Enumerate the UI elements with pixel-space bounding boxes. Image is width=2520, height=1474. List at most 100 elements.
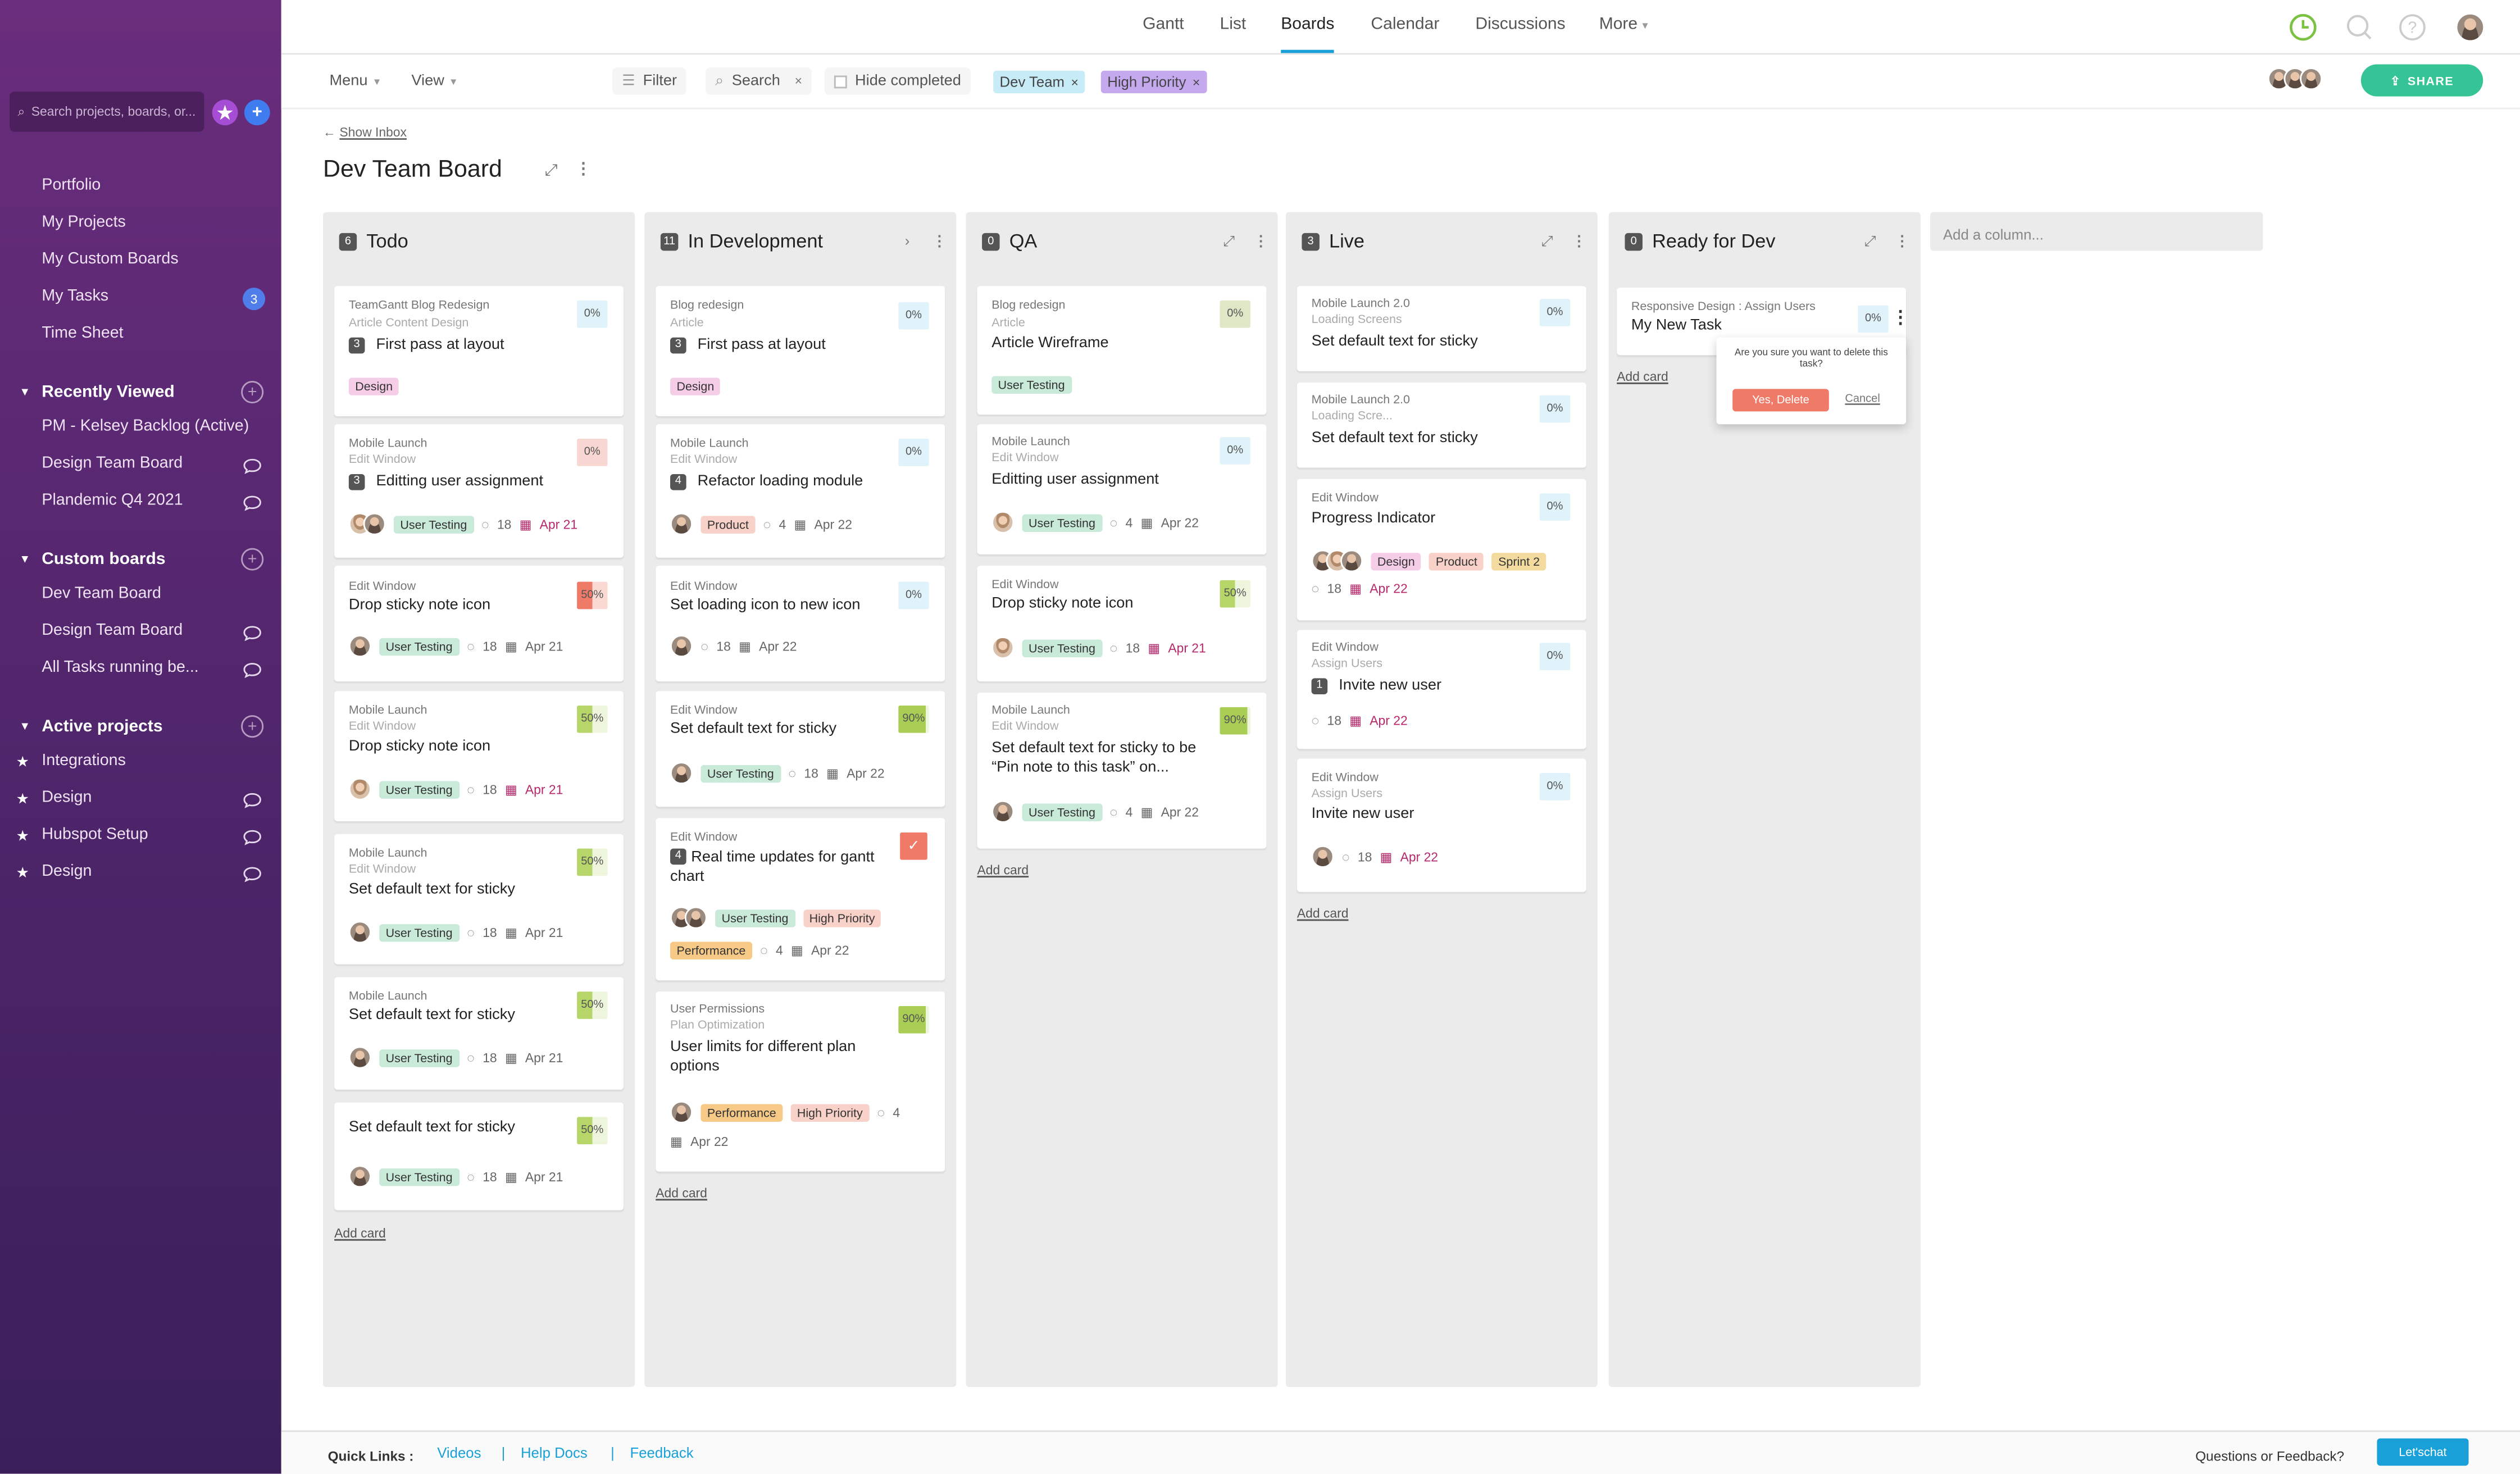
hide-completed-checkbox[interactable]: Hide completed [824,67,971,95]
add-card-button[interactable]: Add card [1297,906,1349,921]
clock-icon[interactable] [2289,13,2317,42]
sidebar-search-input[interactable]: ⌕ Search projects, boards, or... [10,92,204,132]
footer-link-feedback[interactable]: Feedback [630,1445,694,1461]
task-card[interactable]: Set default text for sticky 50% User Tes… [334,1102,624,1211]
add-new-button[interactable]: + [244,99,270,126]
add-project-button[interactable]: + [241,715,264,738]
shared-users-avatars[interactable] [2267,67,2323,90]
filter-chip-dev-team[interactable]: Dev Team × [993,70,1085,93]
star-icon[interactable]: ★ [16,790,29,807]
sidebar-item-project[interactable]: Design [42,789,92,807]
chat-bubble-icon[interactable] [243,495,262,511]
more-options-icon[interactable]: ⋮ [575,161,592,179]
task-card[interactable]: Mobile Launch 2.0 Loading Screens Set de… [1297,286,1586,371]
chevron-right-icon[interactable]: › [904,233,910,249]
footer-link-help-docs[interactable]: Help Docs [520,1445,588,1461]
add-card-button[interactable]: Add card [656,1186,707,1201]
more-options-icon[interactable]: ⋮ [1572,233,1586,249]
task-card[interactable]: Edit Window Progress Indicator 0% Design… [1297,479,1586,621]
task-card[interactable]: Edit Window Assign Users Invite new user… [1297,758,1586,892]
tab-more[interactable]: More ▾ [1599,15,1648,34]
sidebar-item-my-custom-boards[interactable]: My Custom Boards [42,251,179,269]
more-options-icon[interactable]: ⋮ [1895,233,1909,249]
sidebar-item-project[interactable]: Hubspot Setup [42,826,148,844]
more-options-icon[interactable]: ⋮ [932,233,947,249]
search-field[interactable]: ⌕ Search × [705,67,812,95]
add-card-button[interactable]: Add card [334,1226,386,1241]
tab-calendar[interactable]: Calendar [1371,14,1440,34]
sidebar-item-project[interactable]: Design [42,863,92,881]
task-card[interactable]: Mobile Launch 2.0 Loading Scre... Set de… [1297,382,1586,468]
more-options-icon[interactable]: ⋮ [1253,233,1268,249]
card-more-options-icon[interactable]: ⋮ [1891,308,1909,328]
tab-discussions[interactable]: Discussions [1475,14,1566,34]
chat-bubble-icon[interactable] [243,662,262,679]
chat-bubble-icon[interactable] [243,625,262,642]
task-card[interactable]: Responsive Design : Assign Users My New … [1617,288,1909,356]
remove-chip-icon[interactable]: × [1192,75,1200,89]
chat-bubble-icon[interactable] [243,866,262,882]
menu-dropdown[interactable]: Menu ▾ [330,72,380,90]
sidebar-item-recent[interactable]: Plandemic Q4 2021 [42,492,183,509]
task-card[interactable]: Blog redesign Article 3 First pass at lay… [656,286,945,416]
add-card-button[interactable]: Add card [1617,370,1668,384]
task-card[interactable]: Edit Window Drop sticky note icon 50% Us… [977,566,1267,682]
sidebar-item-recent[interactable]: PM - Kelsey Backlog (Active) [42,417,249,436]
task-card[interactable]: Edit Window Set loading icon to new icon… [656,566,945,682]
help-icon[interactable]: ? [2398,13,2427,42]
completed-checkbox[interactable]: ✓ [900,832,927,860]
task-card[interactable]: Mobile Launch Edit Window 4 Refactor load… [656,424,945,558]
section-recently-viewed[interactable]: ▼ Recently Viewed [19,383,174,402]
footer-link-videos[interactable]: Videos [437,1445,481,1461]
remove-chip-icon[interactable]: × [1071,75,1079,89]
task-card[interactable]: User Permissions Plan Optimization User … [656,991,945,1172]
sidebar-item-my-projects[interactable]: My Projects [42,213,126,231]
task-card[interactable]: TeamGantt Blog Redesign Article Content … [334,286,624,416]
task-card[interactable]: Mobile Launch Edit Window Drop sticky no… [334,691,624,821]
star-icon[interactable]: ★ [16,865,29,881]
tab-gantt[interactable]: Gantt [1143,14,1184,34]
star-icon[interactable]: ★ [16,753,29,770]
star-icon[interactable]: ★ [16,827,29,844]
task-card[interactable]: Mobile Launch Edit Window Editting user … [977,424,1267,555]
filter-button[interactable]: ☰ Filter [612,67,687,95]
search-icon[interactable] [2345,13,2373,42]
sidebar-item-my-tasks[interactable]: My Tasks [42,288,109,306]
add-card-button[interactable]: Add card [977,863,1029,878]
confirm-delete-button[interactable]: Yes, Delete [1732,389,1829,412]
filter-chip-high-priority[interactable]: High Priority × [1100,70,1207,93]
add-custom-board-button[interactable]: + [241,548,264,571]
lets-chat-button[interactable]: Let'schat [2377,1438,2469,1466]
favorites-star-button[interactable]: ★ [212,99,238,126]
chat-bubble-icon[interactable] [243,792,262,808]
task-card[interactable]: Edit Window 4 Real time updates for gantt… [656,818,945,981]
task-card[interactable]: Mobile Launch Edit Window Set default te… [334,834,624,965]
add-column-input[interactable]: Add a column... [1930,212,2263,251]
section-active-projects[interactable]: ▼ Active projects [19,717,162,736]
show-inbox-link[interactable]: ← Show Inbox [323,125,407,140]
chat-bubble-icon[interactable] [243,458,262,474]
sidebar-item-time-sheet[interactable]: Time Sheet [42,324,124,343]
chat-bubble-icon[interactable] [243,829,262,845]
share-button[interactable]: ⇪ SHARE [2360,64,2483,97]
clear-search-icon[interactable]: × [794,74,802,89]
task-card[interactable]: Edit Window Set default text for sticky … [656,691,945,807]
cancel-delete-button[interactable]: Cancel [1845,393,1880,405]
sidebar-item-project[interactable]: Integrations [42,752,126,770]
task-card[interactable]: Edit Window Drop sticky note icon 50% Us… [334,566,624,682]
task-card[interactable]: Mobile Launch Edit Window Set default te… [977,693,1267,849]
task-card[interactable]: Mobile Launch Edit Window 3 Editting user… [334,424,624,558]
tab-list[interactable]: List [1220,14,1247,34]
sidebar-item-board[interactable]: Design Team Board [42,622,183,640]
tab-boards[interactable]: Boards [1281,14,1335,34]
task-card[interactable]: Mobile Launch Set default text for stick… [334,977,624,1090]
sidebar-item-portfolio[interactable]: Portfolio [42,176,101,195]
task-card[interactable]: Blog redesign Article Article Wireframe … [977,286,1267,415]
expand-icon[interactable]: ⤢ [1541,233,1553,249]
section-custom-boards[interactable]: ▼ Custom boards [19,549,165,568]
user-avatar[interactable] [2455,12,2485,42]
sidebar-item-recent[interactable]: Design Team Board [42,454,183,473]
task-card[interactable]: Edit Window Assign Users 1 Invite new use… [1297,630,1586,749]
sidebar-item-board[interactable]: All Tasks running be... [42,659,199,677]
sidebar-item-board[interactable]: Dev Team Board [42,585,161,603]
